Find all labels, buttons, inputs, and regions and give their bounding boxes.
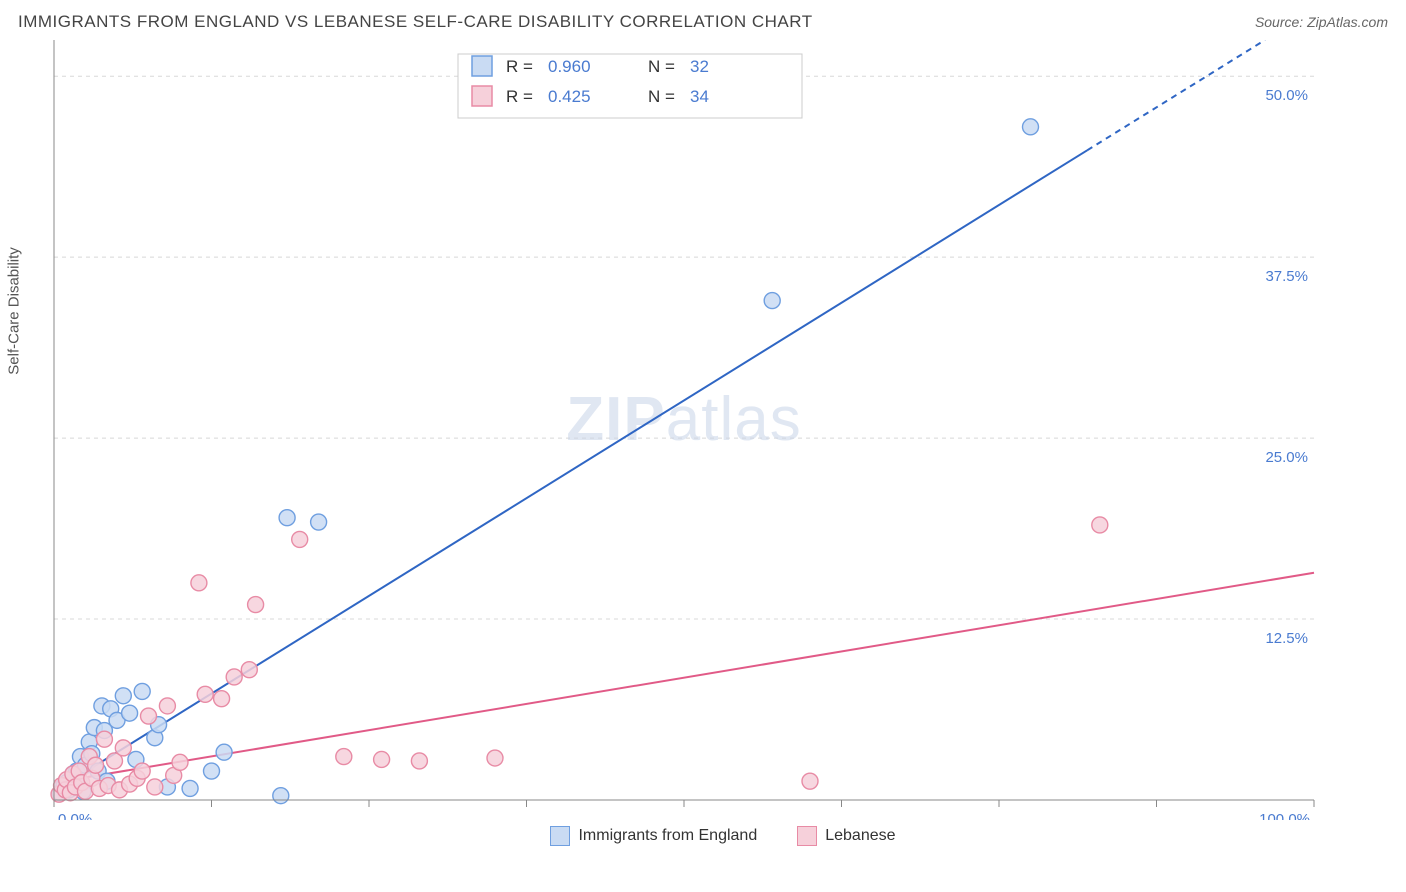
- legend-item-england: Immigrants from England: [550, 826, 757, 846]
- svg-text:100.0%: 100.0%: [1259, 811, 1310, 820]
- legend-label-england: Immigrants from England: [578, 827, 757, 845]
- chart-container: Self-Care Disability 12.5%25.0%37.5%50.0…: [18, 40, 1388, 820]
- svg-text:R =: R =: [506, 57, 533, 76]
- header: IMMIGRANTS FROM ENGLAND VS LEBANESE SELF…: [0, 0, 1406, 40]
- svg-text:50.0%: 50.0%: [1265, 87, 1308, 104]
- legend-item-lebanese: Lebanese: [797, 826, 895, 846]
- svg-text:25.0%: 25.0%: [1265, 449, 1308, 466]
- source-name: ZipAtlas.com: [1307, 14, 1388, 30]
- legend-label-lebanese: Lebanese: [825, 827, 895, 845]
- svg-text:0.0%: 0.0%: [58, 811, 92, 820]
- source-attribution: Source: ZipAtlas.com: [1255, 14, 1388, 30]
- svg-text:34: 34: [690, 87, 709, 106]
- chart-title: IMMIGRANTS FROM ENGLAND VS LEBANESE SELF…: [18, 12, 813, 32]
- legend-swatch-lebanese: [797, 826, 817, 846]
- correlation-scatter-chart: 12.5% 25.0% 37.5% 50.0% ZIPatlas 0.0% 100.0% R …: [18, 40, 1348, 820]
- source-prefix: Source:: [1255, 14, 1307, 30]
- svg-text:0.425: 0.425: [548, 87, 591, 106]
- svg-text:N =: N =: [648, 57, 675, 76]
- svg-text:R =: R =: [506, 87, 533, 106]
- bottom-legend: Immigrants from England Lebanese: [40, 820, 1406, 848]
- svg-text:37.5%: 37.5%: [1265, 268, 1308, 285]
- svg-text:ZIPatlas: ZIPatlas: [566, 385, 801, 454]
- legend-swatch-england: [550, 826, 570, 846]
- svg-text:32: 32: [690, 57, 709, 76]
- svg-text:N =: N =: [648, 87, 675, 106]
- svg-text:12.5%: 12.5%: [1265, 630, 1308, 647]
- svg-text:0.960: 0.960: [548, 57, 591, 76]
- y-axis-label: Self-Care Disability: [6, 247, 23, 375]
